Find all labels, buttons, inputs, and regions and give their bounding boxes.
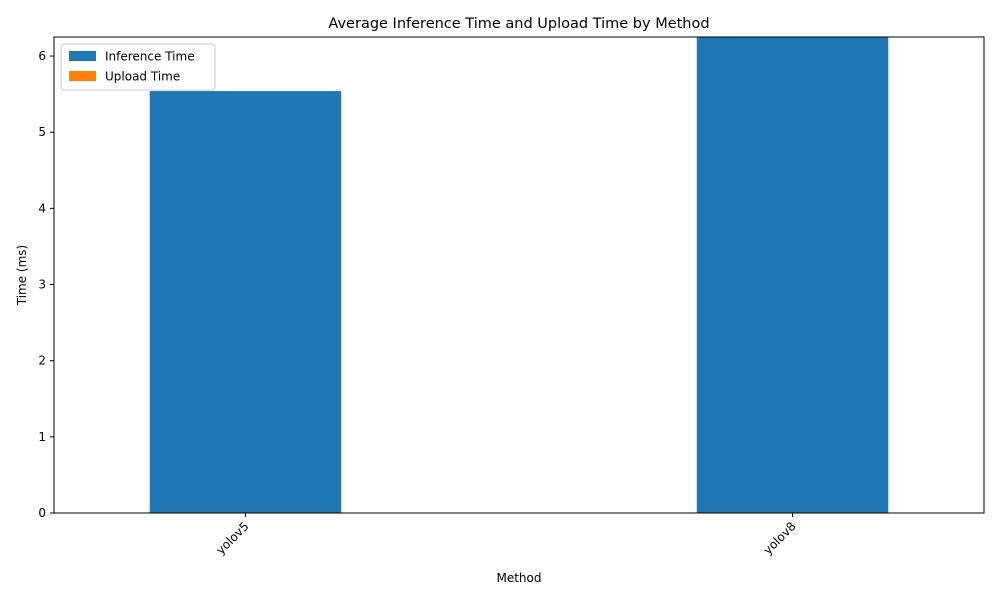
chart-title: Average Inference Time and Upload Time b… xyxy=(328,16,709,32)
y-tick-label: 3 xyxy=(38,278,46,292)
legend-label: Upload Time xyxy=(105,70,180,84)
bar-inference-time-yolov8 xyxy=(696,37,889,513)
bars-group xyxy=(149,37,889,513)
plot-frame xyxy=(53,36,985,514)
legend-swatch xyxy=(69,71,96,81)
y-tick-label: 5 xyxy=(38,125,46,139)
y-tick-label: 1 xyxy=(38,430,46,444)
x-tick-label: yolov8 xyxy=(761,519,799,557)
y-tick-label: 2 xyxy=(38,354,46,368)
legend-box xyxy=(60,43,216,91)
y-axis-title: Time (ms) xyxy=(15,245,29,307)
y-axis: 0 1 2 3 4 5 6 xyxy=(38,49,54,520)
x-axis: yolov5 yolov8 xyxy=(214,513,799,557)
bar-inference-time-yolov5 xyxy=(149,91,342,513)
legend-swatch xyxy=(69,51,96,61)
legend: Inference Time Upload Time xyxy=(60,43,216,91)
y-tick-label: 4 xyxy=(38,201,46,215)
legend-label: Inference Time xyxy=(105,50,195,64)
y-tick-label: 0 xyxy=(38,506,46,520)
x-axis-title: Method xyxy=(496,571,541,585)
x-tick-label: yolov5 xyxy=(214,519,252,557)
y-tick-label: 6 xyxy=(38,49,46,63)
